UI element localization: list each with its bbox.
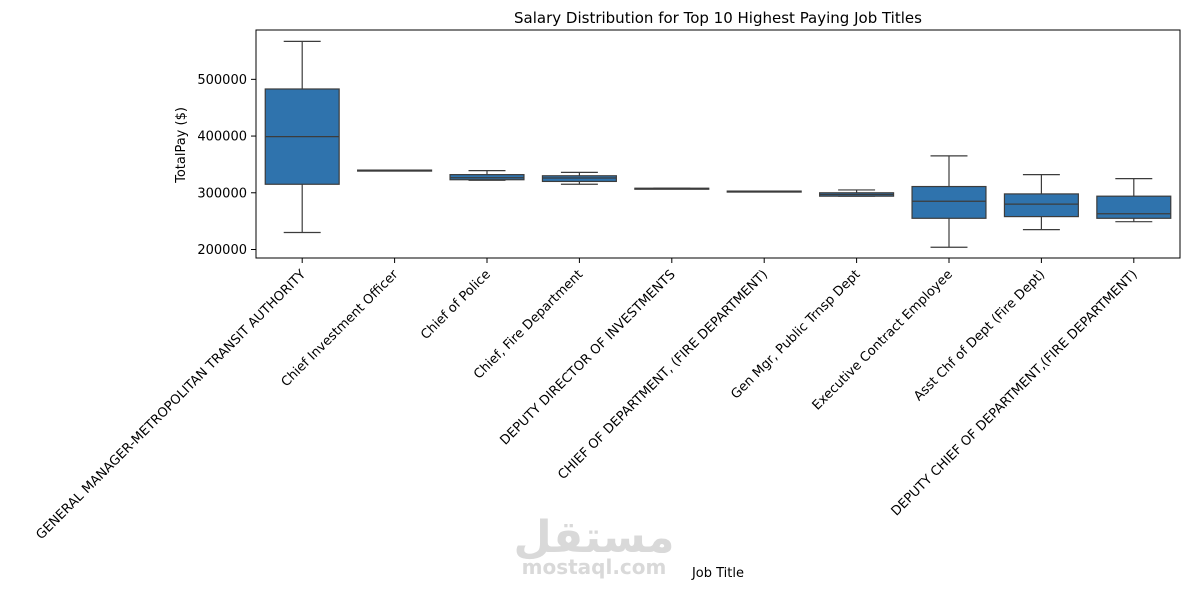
box-iqr [911, 185, 987, 219]
box-group [449, 170, 525, 181]
y-tick-label: 500000 [197, 73, 247, 88]
box-group [264, 40, 340, 234]
box-iqr [1096, 195, 1172, 219]
y-tick-label: 400000 [197, 130, 247, 145]
box-group [819, 189, 895, 197]
box-group [1003, 174, 1079, 231]
boxes-layer [264, 40, 1172, 248]
box-group [541, 171, 617, 185]
y-tick-label: 300000 [197, 186, 247, 201]
box-group [634, 187, 710, 190]
watermark-latin: mostaql.com [522, 555, 667, 579]
x-tick-label: GENERAL MANAGER-METROPOLITAN TRANSIT AUT… [33, 267, 309, 543]
x-axis: GENERAL MANAGER-METROPOLITAN TRANSIT AUT… [33, 258, 1141, 543]
y-axis-label: TotalPay ($) [174, 107, 189, 184]
watermark: مستقل mostaql.com [514, 512, 675, 579]
chart-title: Salary Distribution for Top 10 Highest P… [514, 9, 922, 27]
axes-frame [255, 29, 1181, 259]
watermark-arabic: مستقل [514, 512, 675, 563]
y-axis: 200000 300000 400000 500000 [197, 73, 256, 258]
x-tick-label: DEPUTY DIRECTOR OF INVESTMENTS [497, 267, 678, 448]
box-iqr [1003, 193, 1079, 218]
box-group [1096, 177, 1172, 223]
box-group [911, 155, 987, 248]
box-group [357, 169, 433, 172]
y-tick-label: 200000 [197, 243, 247, 258]
x-tick-label: CHIEF OF DEPARTMENT, (FIRE DEPARTMENT) [555, 267, 771, 483]
box-group [726, 190, 802, 193]
x-axis-label: Job Title [691, 566, 744, 581]
x-tick-label: Chief of Police [418, 267, 494, 343]
